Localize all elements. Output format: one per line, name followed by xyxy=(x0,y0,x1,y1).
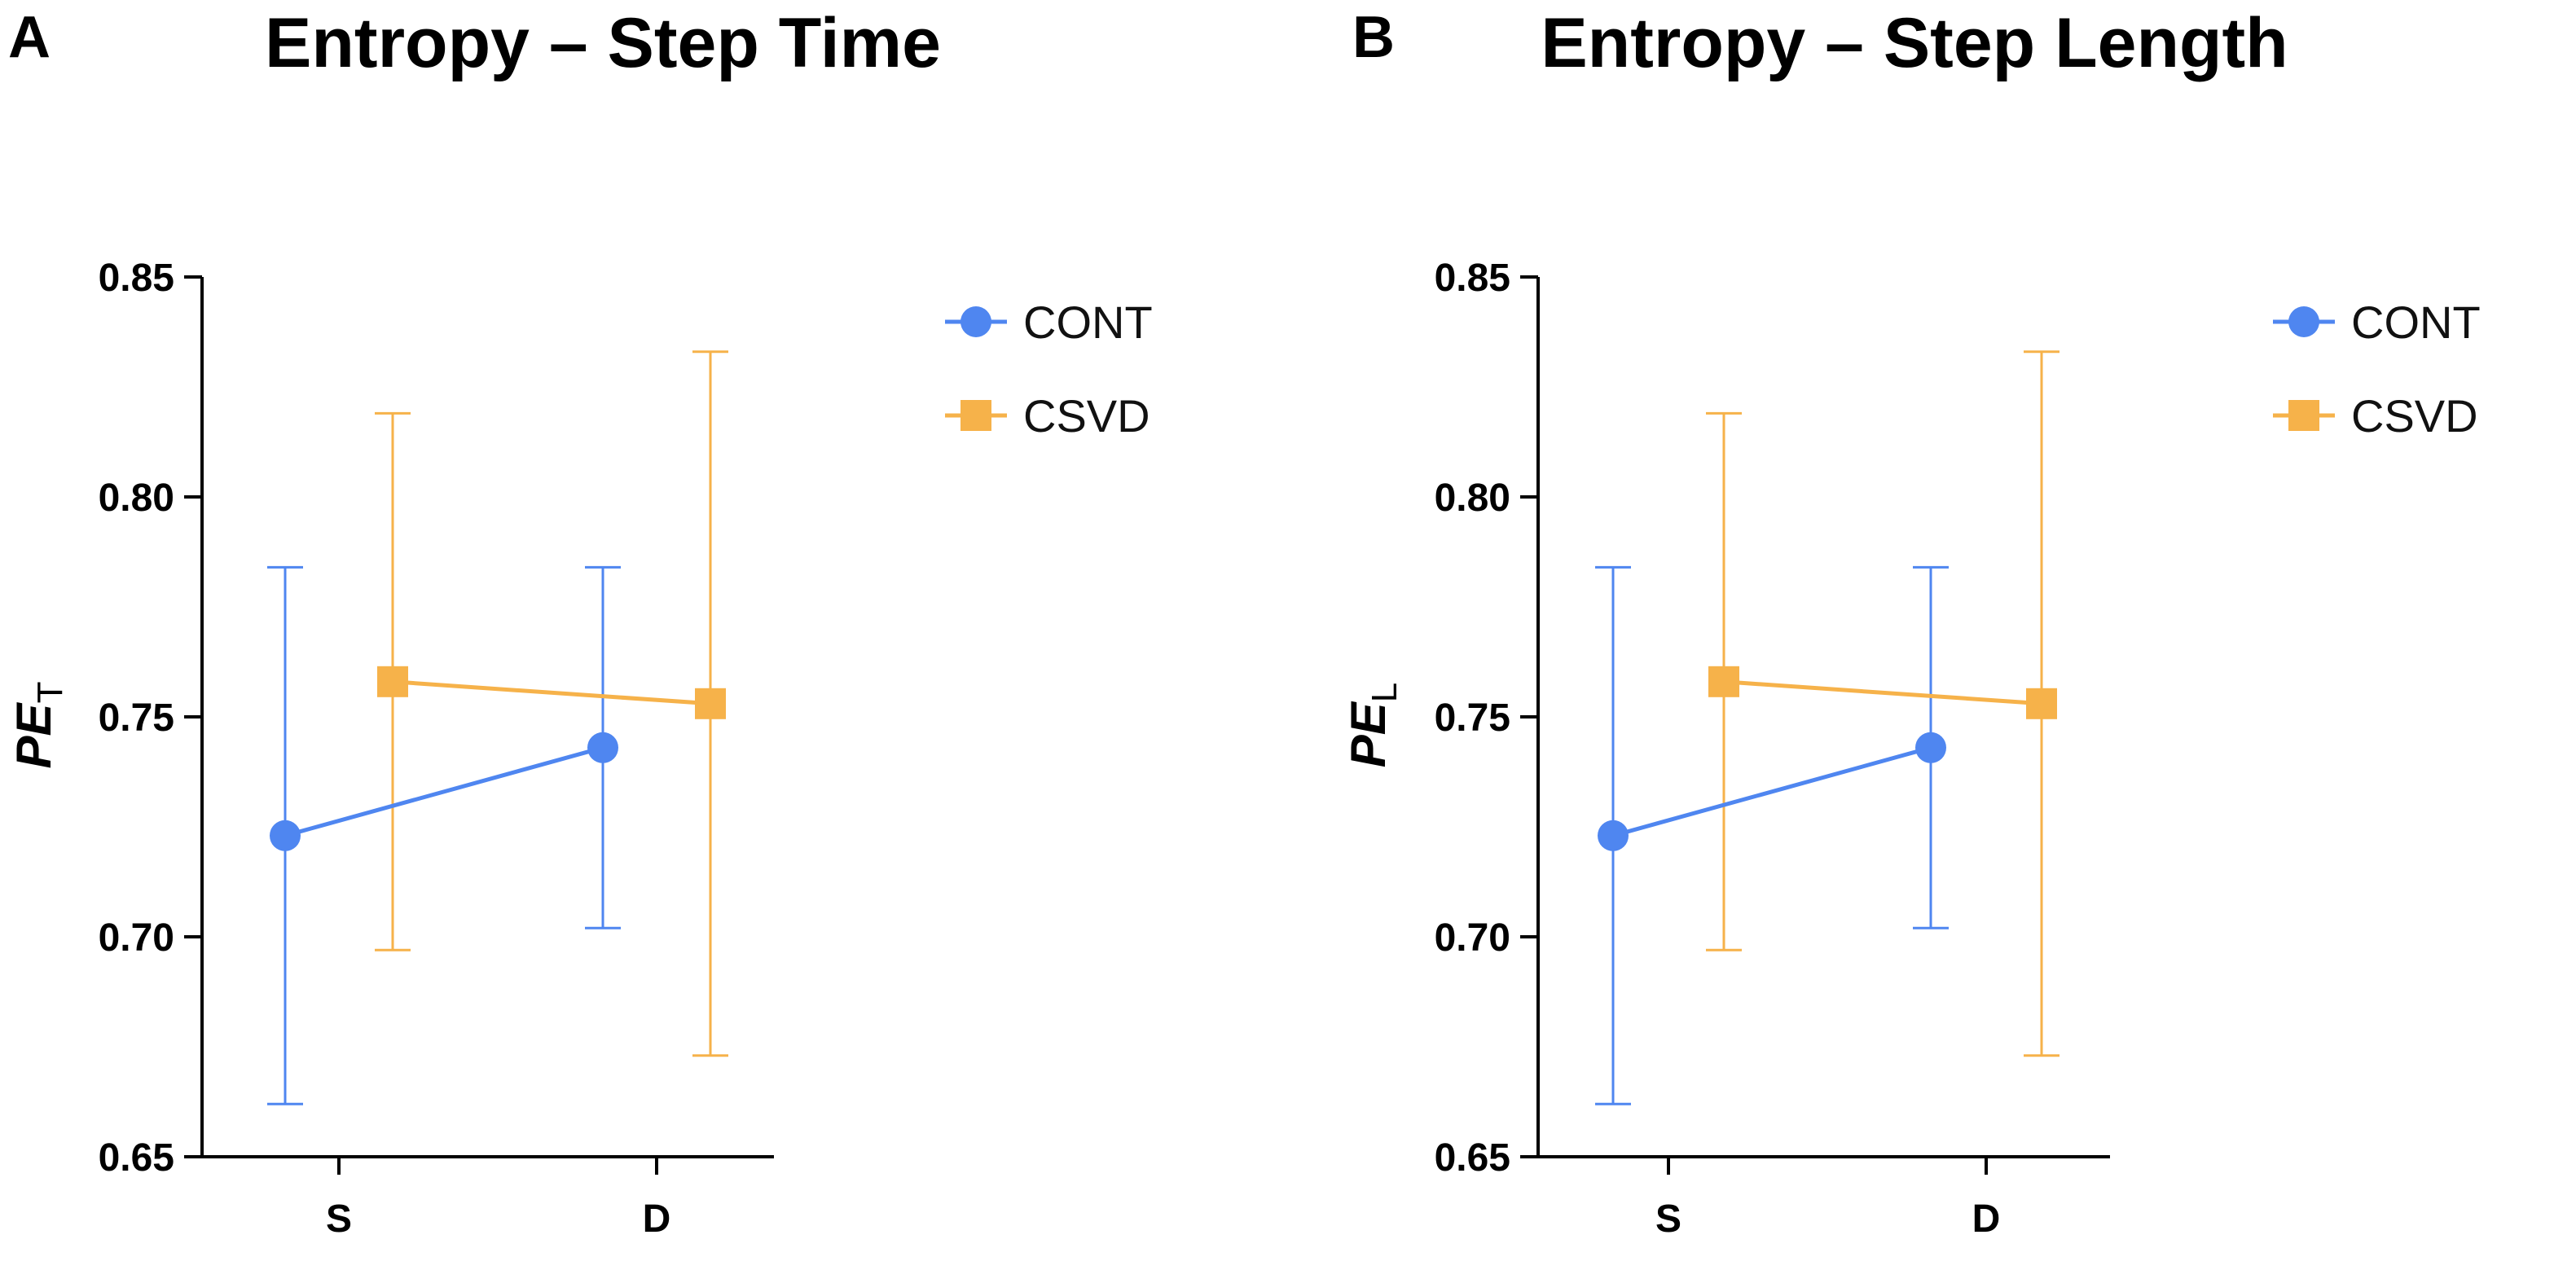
legend-label-csvd: CSVD xyxy=(2351,390,2478,442)
legend-item-csvd: CSVD xyxy=(945,390,1150,442)
series-lines-a xyxy=(284,679,711,838)
chart-title-b: Entropy – Step Length xyxy=(1541,4,2288,82)
error-bars-b xyxy=(1595,350,2059,1105)
legend-label-cont: CONT xyxy=(1023,297,1153,348)
y-tick-label-b: 0.85 xyxy=(1435,257,1510,300)
y-axis-label-main-a: PE xyxy=(7,701,61,768)
y-tick-label-a: 0.85 xyxy=(99,257,174,300)
x-tick-label-a: D xyxy=(643,1197,671,1241)
panel-letter-b: B xyxy=(1352,5,1395,70)
chart-title-a: Entropy – Step Time xyxy=(265,4,941,82)
panel-b: B Entropy – Step Length PEL 0.85 0.80 0.75… xyxy=(1341,4,2481,1241)
legend-b: CONT CSVD xyxy=(2273,297,2481,442)
y-axis-label-b: PEL xyxy=(1341,683,1404,768)
y-axis-label-sub-b: L xyxy=(1365,683,1404,702)
data-point-cont-s xyxy=(270,820,301,851)
y-tick-label-b: 0.70 xyxy=(1435,916,1510,960)
y-tick-label-a: 0.75 xyxy=(99,697,174,740)
series-lines-b xyxy=(1612,679,2042,838)
error-bars-a xyxy=(267,350,728,1105)
data-point-csvd-d xyxy=(2026,688,2057,719)
y-axis-label-main-b: PE xyxy=(1341,701,1396,767)
data-point-cont-d xyxy=(1915,732,1946,763)
data-point-csvd-d xyxy=(695,688,726,719)
markers-a xyxy=(270,666,726,851)
x-tick-label-b: D xyxy=(1972,1197,2001,1241)
y-tick-label-b: 0.65 xyxy=(1435,1136,1510,1180)
legend-a: CONT CSVD xyxy=(945,297,1153,442)
series-line-cont xyxy=(284,745,604,838)
x-tick-label-b: S xyxy=(1655,1197,1681,1241)
legend-label-cont: CONT xyxy=(2351,297,2481,348)
series-line-csvd xyxy=(1723,679,2042,706)
legend-item-cont: CONT xyxy=(945,297,1153,348)
axes-b: 0.85 0.80 0.75 0.70 0.65 S D xyxy=(1435,257,2110,1241)
panel-letter-a: A xyxy=(8,5,51,70)
legend-label-csvd: CSVD xyxy=(1023,390,1150,442)
y-tick-label-b: 0.75 xyxy=(1435,697,1510,740)
y-tick-label-a: 0.70 xyxy=(99,916,174,960)
y-axis-label-a: PET xyxy=(7,682,70,769)
legend-item-cont: CONT xyxy=(2273,297,2481,348)
y-axis-label-sub-a: T xyxy=(30,682,70,704)
data-point-csvd-s xyxy=(1708,666,1739,697)
data-point-csvd-s xyxy=(377,666,408,697)
legend-item-csvd: CSVD xyxy=(2273,390,2478,442)
series-line-cont xyxy=(1612,745,1932,838)
data-point-cont-d xyxy=(587,732,618,763)
y-tick-label-b: 0.80 xyxy=(1435,477,1510,520)
axes-a: 0.85 0.80 0.75 0.70 0.65 S D xyxy=(99,257,774,1241)
y-tick-label-a: 0.65 xyxy=(99,1136,174,1180)
markers-b xyxy=(1598,666,2057,851)
y-tick-label-a: 0.80 xyxy=(99,477,174,520)
x-tick-label-a: S xyxy=(326,1197,352,1241)
data-point-cont-s xyxy=(1598,820,1629,851)
series-line-csvd xyxy=(392,679,711,706)
panel-a: A Entropy – Step Time PET 0.850.800.750.… xyxy=(7,4,1153,1241)
